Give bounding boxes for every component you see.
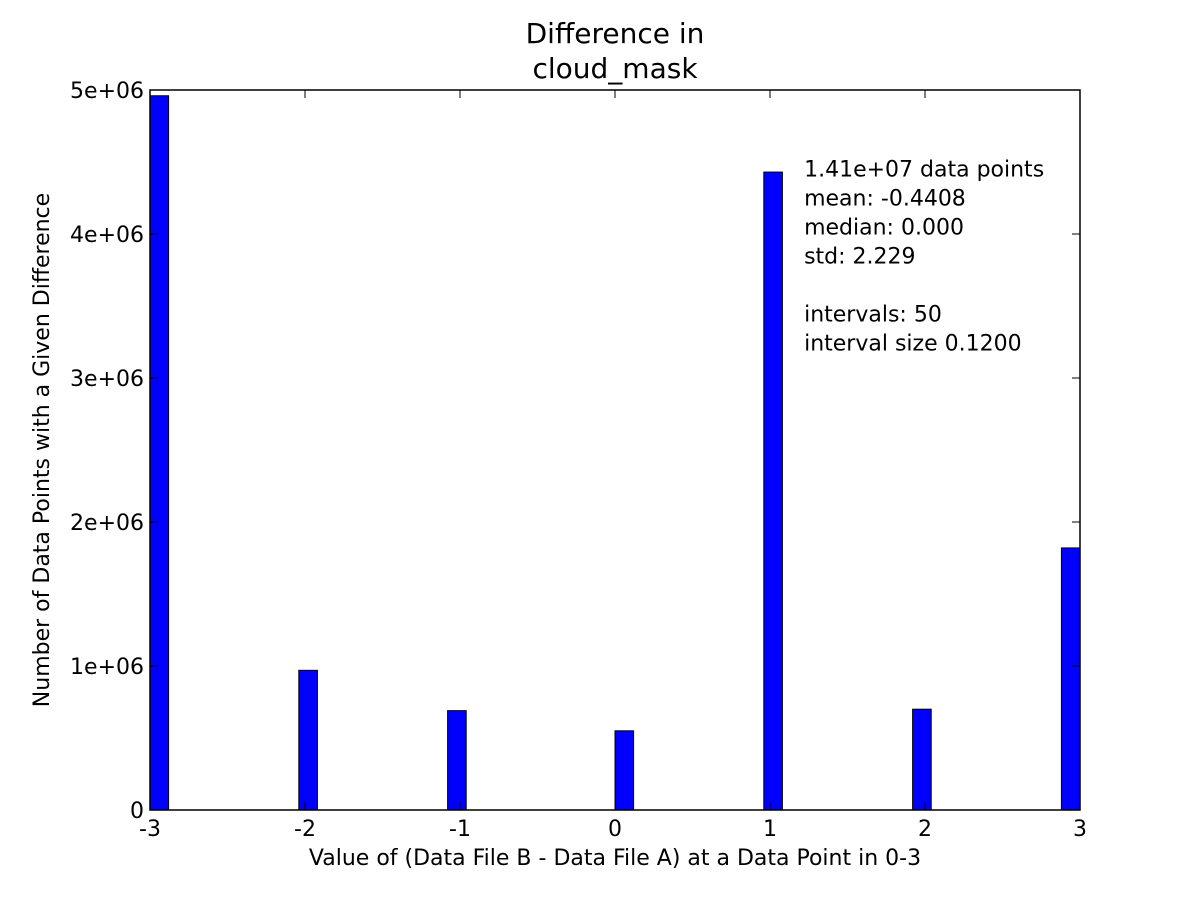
- stat-line: 1.41e+07 data points: [804, 157, 1044, 182]
- stat-line: mean: -0.4408: [804, 186, 966, 211]
- x-axis-label: Value of (Data File B - Data File A) at …: [309, 846, 921, 871]
- y-tick-label: 3e+06: [70, 367, 144, 392]
- x-tick-label: 3: [1073, 817, 1087, 842]
- histogram-bars: [149, 95, 1081, 811]
- histogram-bar: [614, 730, 635, 811]
- histogram-bar: [447, 710, 467, 811]
- stat-line: std: 2.229: [804, 244, 915, 269]
- chart-title-line-1: Difference in: [526, 17, 705, 50]
- y-tick-label: 0: [130, 799, 144, 824]
- stat-line: intervals: 50: [804, 302, 942, 327]
- chart-title-line-2: cloud_mask: [532, 52, 698, 85]
- stat-line: median: 0.000: [804, 215, 964, 240]
- x-tick-label: -1: [449, 817, 471, 842]
- y-tick-label: 4e+06: [70, 223, 144, 248]
- histogram-bar: [1060, 547, 1081, 811]
- histogram-bar: [298, 669, 318, 811]
- histogram-bar: [149, 95, 170, 811]
- axis-ticks: [149, 89, 1081, 811]
- y-tick-label: 2e+06: [70, 511, 144, 536]
- x-tick-label: -2: [294, 817, 316, 842]
- statistics-annotation: 1.41e+07 data points mean: -0.4408 median:…: [804, 157, 1044, 356]
- x-tick-label: 0: [608, 817, 622, 842]
- y-axis-tick-labels: 0 1e+06 2e+06 3e+06 4e+06 5e+06: [70, 79, 144, 824]
- y-tick-label: 5e+06: [70, 79, 144, 104]
- y-tick-label: 1e+06: [70, 655, 144, 680]
- x-tick-label: 2: [918, 817, 932, 842]
- y-axis-label: Number of Data Points with a Given Diffe…: [30, 193, 55, 707]
- x-tick-label: 1: [763, 817, 777, 842]
- chart-title: Difference in cloud_mask: [526, 17, 705, 85]
- histogram-bar: [912, 708, 932, 811]
- histogram-bar: [763, 171, 783, 811]
- x-axis-tick-labels: -3 -2 -1 0 1 2 3: [139, 817, 1087, 842]
- x-tick-label: -3: [139, 817, 161, 842]
- stat-line: interval size 0.1200: [804, 331, 1022, 356]
